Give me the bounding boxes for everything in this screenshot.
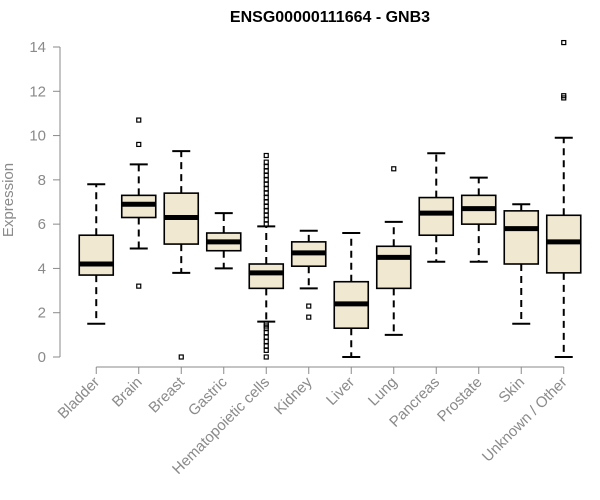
- outlier-point: [263, 159, 269, 165]
- y-tick-label: 0: [38, 349, 46, 366]
- outlier-point: [306, 303, 312, 309]
- outlier-point: [263, 194, 269, 201]
- iqr-box: [503, 210, 540, 265]
- box-group: [418, 152, 455, 263]
- y-axis: 0 2 4 6 8 10 12 14: [29, 39, 61, 366]
- y-axis-label: Expression: [0, 163, 17, 237]
- outlier-point: [561, 93, 567, 99]
- outlier-point: [263, 217, 269, 223]
- iqr-box: [418, 196, 455, 237]
- outlier-point: [136, 117, 142, 123]
- box-group: [545, 39, 582, 358]
- x-tick-label: Prostate: [434, 374, 486, 426]
- outlier-point: [263, 347, 269, 353]
- outlier-point: [263, 330, 269, 336]
- iqr-box: [78, 234, 115, 276]
- box-group: [163, 150, 200, 360]
- y-tick-label: 6: [38, 216, 46, 233]
- outlier-point: [136, 141, 142, 148]
- outlier-point: [263, 163, 269, 170]
- box-group: [205, 212, 242, 270]
- outlier-point: [263, 203, 269, 210]
- outlier-point: [263, 343, 269, 349]
- box-group: [78, 183, 115, 325]
- outlier-point: [561, 39, 567, 46]
- outlier-point: [391, 166, 397, 172]
- box-group: [460, 176, 497, 263]
- iqr-box: [375, 245, 412, 290]
- x-tick-label: Lung: [365, 374, 401, 410]
- x-tick-label: Brain: [109, 374, 146, 411]
- chart-title: ENSG00000111664 - GNB3: [230, 9, 430, 26]
- outlier-point: [263, 338, 269, 345]
- outlier-point: [263, 172, 269, 179]
- box-group: [120, 117, 157, 289]
- iqr-box: [248, 263, 285, 290]
- y-tick-label: 4: [38, 260, 46, 277]
- outlier-point: [263, 199, 269, 205]
- box-group: [503, 203, 540, 325]
- outlier-point: [263, 181, 269, 187]
- y-tick-label: 2: [38, 305, 46, 322]
- x-tick-label: Liver: [323, 374, 358, 409]
- outlier-point: [263, 168, 269, 174]
- y-tick-label: 12: [29, 83, 46, 100]
- outlier-point: [136, 283, 142, 289]
- x-tick-label: Breast: [145, 373, 188, 416]
- box-group: [333, 232, 370, 358]
- outlier-point: [263, 190, 269, 196]
- x-tick-label: Bladder: [54, 374, 103, 423]
- x-tick-label: Kidney: [271, 373, 316, 418]
- box-group: [248, 152, 285, 360]
- box-group: [375, 166, 412, 336]
- x-tick-label: Skin: [495, 374, 528, 407]
- outlier-point: [263, 208, 269, 214]
- plot-area: [78, 39, 582, 360]
- outlier-point: [263, 321, 269, 327]
- outlier-point: [263, 212, 269, 218]
- y-tick-label: 8: [38, 172, 46, 189]
- y-tick-label: 10: [29, 128, 46, 145]
- y-tick-label: 14: [29, 39, 46, 56]
- outlier-point: [263, 152, 269, 159]
- box-group: [290, 229, 327, 320]
- outlier-point: [263, 334, 269, 340]
- outlier-point: [263, 354, 269, 360]
- outlier-point: [263, 177, 269, 183]
- outlier-point: [178, 354, 184, 360]
- outlier-point: [306, 314, 312, 320]
- outlier-point: [263, 186, 269, 192]
